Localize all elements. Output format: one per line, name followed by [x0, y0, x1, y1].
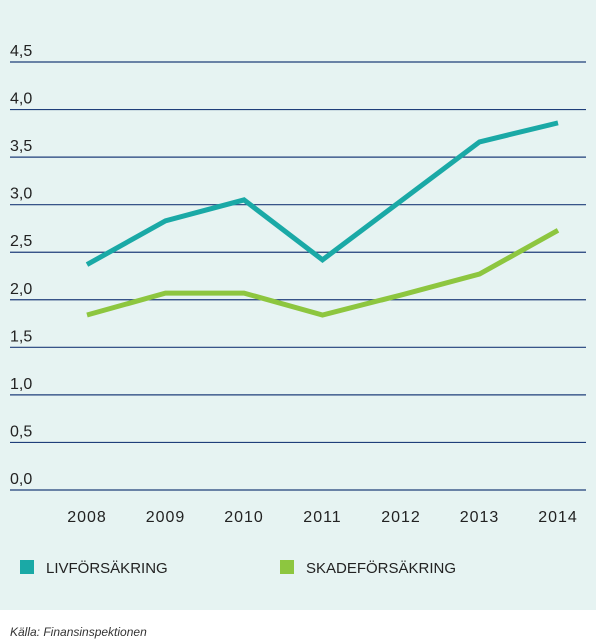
y-tick-label: 1,5 [10, 328, 32, 345]
x-tick-label: 2014 [538, 509, 578, 526]
x-tick-label: 2011 [303, 509, 341, 526]
y-tick-label: 3,0 [10, 186, 32, 203]
x-tick-label: 2013 [460, 509, 500, 526]
y-tick-label: 4,0 [10, 91, 32, 108]
x-tick-label: 2008 [67, 509, 107, 526]
series-line [85, 120, 559, 267]
y-tick-label: 2,0 [10, 281, 32, 298]
source-note: Källa: Finansinspektionen [10, 625, 147, 639]
y-tick-label: 1,0 [10, 376, 32, 393]
chart-background [0, 0, 596, 610]
legend-swatch [280, 560, 294, 574]
y-tick-label: 0,5 [10, 423, 32, 440]
x-tick-label: 2012 [381, 509, 421, 526]
footer-background [0, 610, 596, 640]
y-tick-label: 2,5 [10, 233, 32, 250]
x-tick-label: 2009 [146, 509, 186, 526]
legend-label: LIVFÖRSÄKRING [46, 559, 168, 577]
series-line [86, 228, 560, 318]
legend-label: SKADEFÖRSÄKRING [306, 559, 456, 577]
y-tick-label: 3,5 [10, 138, 32, 155]
x-tick-label: 2010 [224, 509, 264, 526]
legend-swatch [20, 560, 34, 574]
y-tick-label: 0,0 [10, 471, 32, 488]
y-tick-label: 4,5 [10, 43, 32, 60]
